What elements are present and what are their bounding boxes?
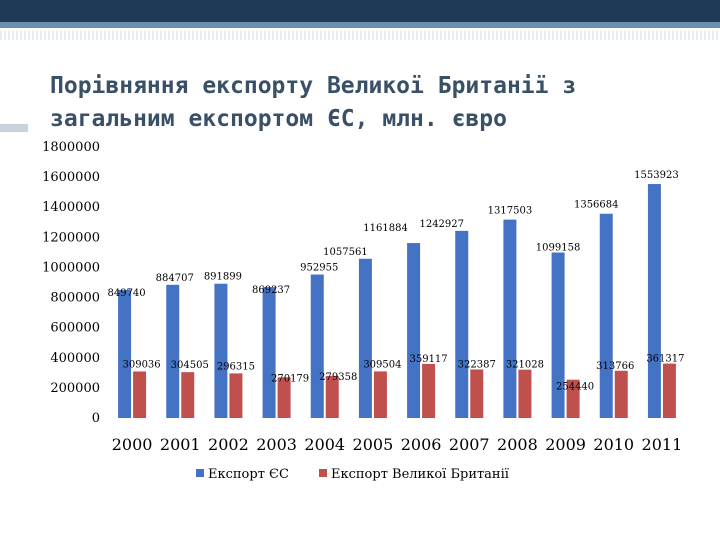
x-tick-label: 2000 [112,435,153,454]
y-axis: 0 200000 400000 600000 800000 1000000 1200000 1… [42,140,100,426]
data-label: 884707 [156,273,194,284]
legend-swatch [319,469,327,477]
slide-corner-mark [0,124,28,132]
y-tick-label: 1600000 [42,170,100,185]
data-label: 309036 [122,359,160,370]
eu-export-bar [647,184,661,418]
slide-top-band [0,0,720,22]
x-tick-label: 2003 [256,435,297,454]
legend-swatch [196,469,204,477]
page-title: Порівняння експорту Великої Британії з з… [50,73,577,132]
data-label: 359117 [409,354,447,365]
eu-export-bar [358,258,372,418]
data-label: 322387 [458,359,496,370]
y-tick-label: 1000000 [42,260,100,275]
data-label: 296315 [217,361,255,372]
uk-export-bar [277,377,291,418]
uk-export-bar [614,370,628,418]
data-label: 1242927 [419,219,464,230]
y-tick-label: 1800000 [42,140,100,155]
x-tick-label: 2006 [401,435,442,454]
data-label: 313766 [596,361,634,372]
data-label: 270179 [271,373,309,384]
data-label: 1356684 [574,200,619,211]
y-tick-label: 1400000 [42,200,100,215]
y-tick-label: 1200000 [42,230,100,245]
x-axis: 2000 2001 2002 2003 2004 2005 2006 2007 2008 2009… [112,435,683,454]
data-label: 849740 [107,288,145,299]
eu-export-bar [455,230,469,418]
x-tick-label: 2009 [545,435,586,454]
uk-export-bar [518,369,532,418]
data-label: 361317 [646,354,684,365]
uk-export-bar [662,363,676,418]
y-tick-label: 400000 [50,351,100,366]
eu-export-bar [407,243,421,418]
data-label: 1317503 [488,206,533,217]
data-label: 1099158 [536,243,581,254]
data-label: 254440 [556,382,594,393]
eu-export-bar [262,287,276,418]
data-label: 309504 [363,359,401,370]
x-tick-label: 2004 [304,435,345,454]
eu-export-bar [551,252,565,418]
uk-export-bar [470,369,484,418]
data-label: 869237 [252,285,290,296]
eu-export-bar [599,213,613,418]
eu-export-bar [166,284,180,418]
uk-export-bar [181,372,195,418]
uk-export-bar [373,371,387,418]
data-label: 952955 [300,263,338,274]
y-tick-label: 600000 [50,321,100,336]
eu-export-bar [214,283,228,418]
bars-group [118,184,676,418]
y-tick-label: 200000 [50,381,100,396]
data-label: 321028 [506,360,544,371]
eu-export-bar [310,274,324,418]
x-tick-label: 2007 [449,435,490,454]
x-tick-label: 2005 [353,435,394,454]
slide-top-stripe [0,30,720,40]
data-label: 304505 [171,360,209,371]
eu-export-bar [118,290,132,418]
uk-export-bar [325,375,339,418]
uk-export-bar [566,379,580,418]
legend-label: Експорт ЄС [208,467,289,482]
y-tick-label: 800000 [50,291,100,306]
data-label: 1057561 [323,247,368,258]
data-labels-group: 849740 309036 884707 304505 891899 296315 8692… [107,170,684,393]
chart-legend: Експорт ЄС Експорт Великої Британії [196,467,510,482]
x-tick-label: 2010 [593,435,634,454]
legend-label: Експорт Великої Британії [331,467,510,482]
x-tick-label: 2008 [497,435,538,454]
uk-export-bar [229,373,243,418]
uk-export-bar [133,371,147,418]
x-tick-label: 2002 [208,435,249,454]
data-label: 1553923 [634,170,679,181]
data-label: 279358 [319,372,357,383]
x-tick-label: 2001 [160,435,201,454]
y-tick-label: 0 [92,411,100,426]
x-tick-label: 2011 [642,435,683,454]
eu-export-bar [503,219,517,418]
data-label: 891899 [204,272,242,283]
uk-export-bar [422,363,436,418]
data-label: 1161884 [363,223,408,234]
slide-top-accent [0,22,720,28]
